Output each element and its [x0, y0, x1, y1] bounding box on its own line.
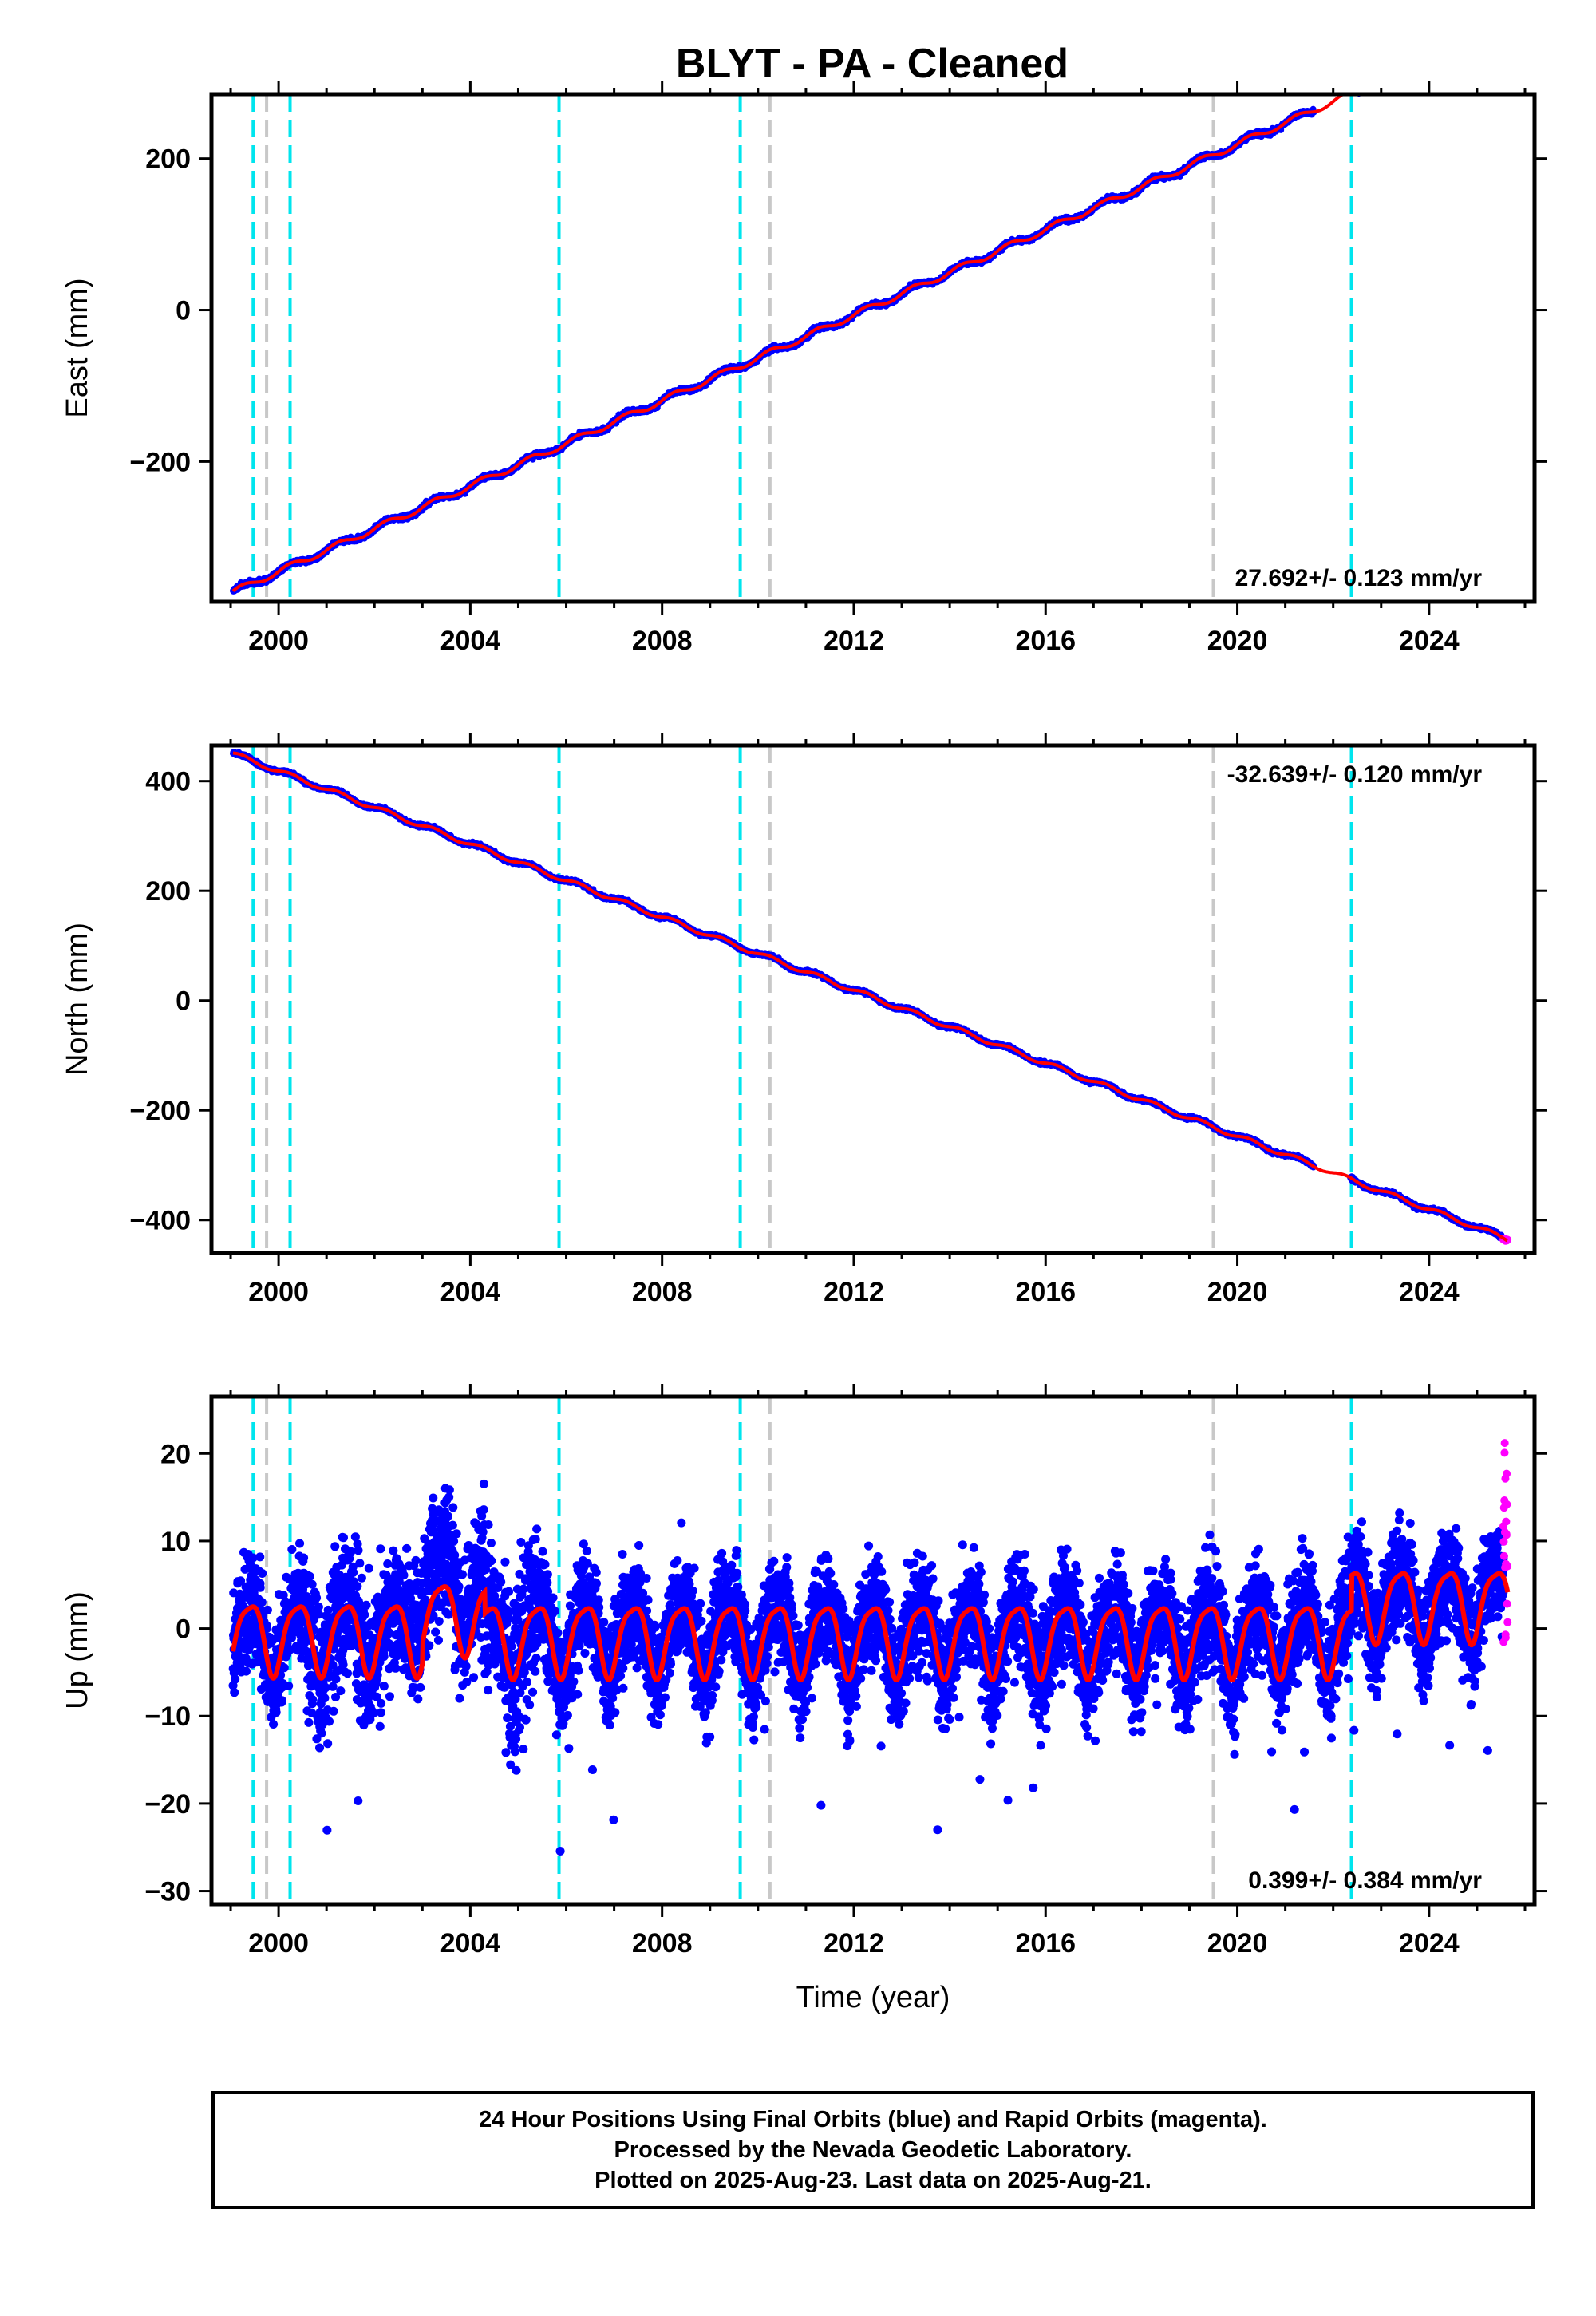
- model-fit-line: [231, 1571, 1511, 1683]
- x-tick-label: 2012: [824, 1928, 884, 1958]
- x-tick-label: 2004: [440, 626, 501, 656]
- y-tick-label: 0: [176, 1614, 191, 1645]
- y-tick-label: −30: [144, 1877, 191, 1907]
- footer-box: 24 Hour Positions Using Final Orbits (bl…: [211, 2091, 1535, 2209]
- x-tick-label: 2020: [1207, 1277, 1268, 1307]
- x-tick-label: 2016: [1015, 626, 1076, 656]
- x-tick-label: 2024: [1399, 626, 1460, 656]
- x-tick-label: 2008: [632, 626, 693, 656]
- y-tick-label: 400: [145, 767, 191, 797]
- rapid-orbit-points: [1503, 24, 1507, 27]
- rate-label: -32.639+/- 0.120 mm/yr: [1227, 761, 1483, 788]
- x-tick-label: 2000: [248, 626, 309, 656]
- plot-frame: [209, 1394, 1537, 1907]
- y-tick-label: −20: [144, 1789, 191, 1820]
- x-tick-label: 2008: [632, 1928, 693, 1958]
- y-tick-label: 10: [160, 1527, 191, 1557]
- x-tick-label: 2012: [824, 1277, 884, 1307]
- y-tick-label: −10: [144, 1701, 191, 1732]
- x-tick-label: 2004: [440, 1277, 501, 1307]
- footer-line-1: 24 Hour Positions Using Final Orbits (bl…: [479, 2107, 1267, 2132]
- plot-frame: [209, 92, 1537, 604]
- y-axis-label: Up (mm): [61, 1591, 94, 1709]
- y-tick-label: 0: [176, 296, 191, 326]
- x-tick-label: 2020: [1207, 1928, 1268, 1958]
- rate-label: 27.692+/- 0.123 mm/yr: [1235, 565, 1483, 591]
- y-tick-label: 20: [160, 1439, 191, 1469]
- y-tick-label: −200: [129, 1096, 191, 1126]
- figure-title: BLYT - PA - Cleaned: [676, 41, 1069, 87]
- model-fit-line: [232, 751, 1508, 1243]
- up-panel: 2000 2004 2008 2012 2016 2020 2024 −30 −20 −10 0 10…: [61, 1384, 1547, 1958]
- y-tick-label: −400: [129, 1206, 191, 1236]
- footer-line-3: Plotted on 2025-Aug-23. Last data on 202…: [595, 2168, 1152, 2193]
- model-fit-line: [231, 94, 1347, 593]
- y-tick-label: 200: [145, 144, 191, 175]
- plot-area: [230, 24, 1507, 602]
- x-tick-label: 2024: [1399, 1928, 1460, 1958]
- y-tick-label: 200: [145, 876, 191, 907]
- x-axis-label: Time (year): [796, 1981, 950, 2014]
- x-tick-label: 2000: [248, 1928, 309, 1958]
- rate-label: 0.399+/- 0.384 mm/yr: [1248, 1867, 1482, 1894]
- x-tick-label: 2004: [440, 1928, 501, 1958]
- plot-frame: [209, 743, 1537, 1255]
- north-panel: 2000 2004 2008 2012 2016 2020 2024 −400 −200 0 200…: [61, 733, 1547, 1307]
- x-tick-label: 2000: [248, 1277, 309, 1307]
- east-panel: 2000 2004 2008 2012 2016 2020 2024 −200 0 200 East…: [61, 24, 1547, 656]
- x-tick-label: 2016: [1015, 1928, 1076, 1958]
- x-tick-label: 2008: [632, 1277, 693, 1307]
- rapid-orbit-points: [1499, 1439, 1512, 1646]
- x-tick-label: 2024: [1399, 1277, 1460, 1307]
- plot-area: [228, 1397, 1512, 1904]
- x-tick-label: 2020: [1207, 626, 1268, 656]
- y-axis-label: North (mm): [61, 923, 94, 1076]
- y-tick-label: 0: [176, 986, 191, 1017]
- y-tick-label: −200: [129, 447, 191, 477]
- footer-line-2: Processed by the Nevada Geodetic Laborat…: [614, 2137, 1132, 2163]
- y-axis-label: East (mm): [61, 278, 94, 417]
- plot-area: [230, 745, 1512, 1253]
- x-tick-label: 2012: [824, 626, 884, 656]
- x-tick-label: 2016: [1015, 1277, 1076, 1307]
